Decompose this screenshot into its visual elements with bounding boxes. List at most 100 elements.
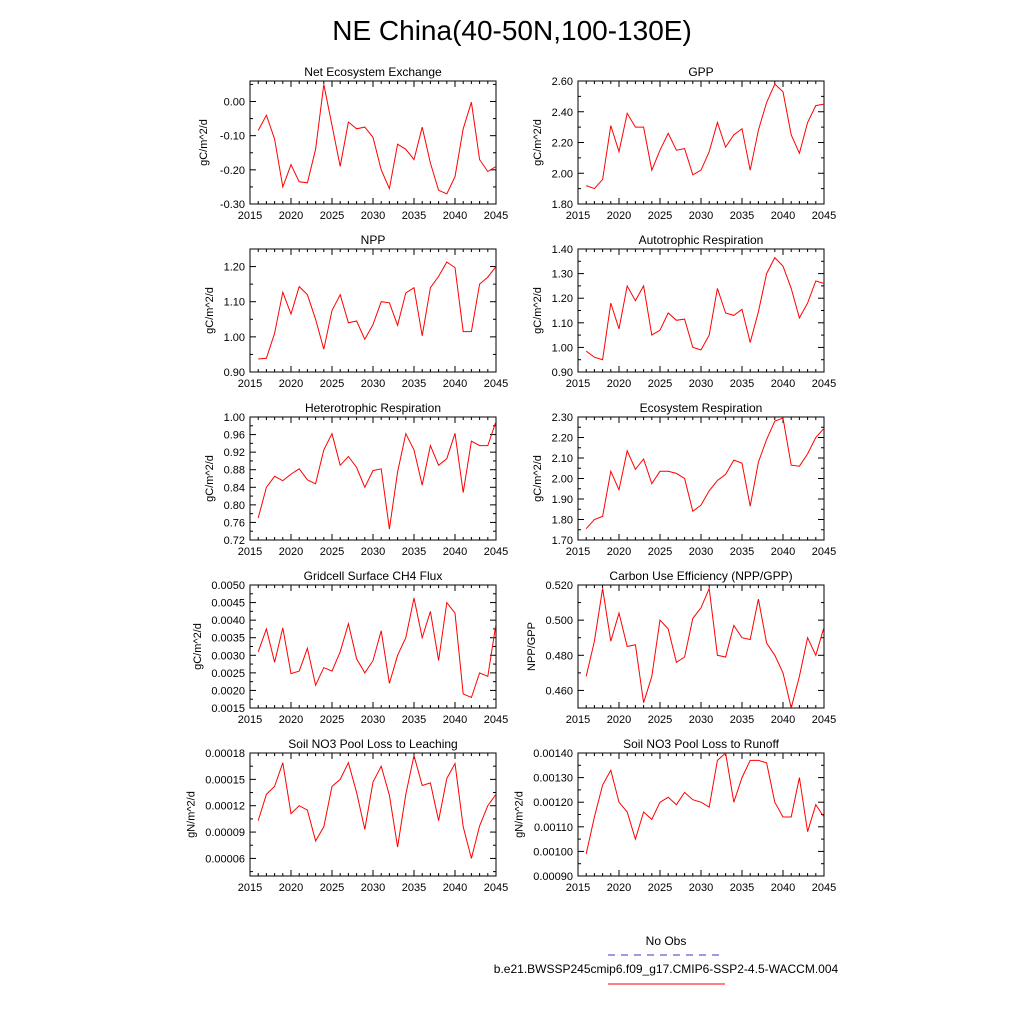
x-tick-label: 2025 bbox=[648, 714, 672, 726]
x-tick-label: 2020 bbox=[607, 546, 631, 558]
y-tick-label: 0.00120 bbox=[533, 797, 573, 809]
x-tick-label: 2030 bbox=[689, 714, 713, 726]
x-tick-label: 2020 bbox=[279, 546, 303, 558]
series-line-autotrophic-respiration bbox=[585, 256, 824, 361]
x-tick-label: 2015 bbox=[238, 714, 262, 726]
y-tick-label: 0.80 bbox=[224, 500, 245, 512]
plot-frame bbox=[249, 584, 497, 709]
plot-frame bbox=[577, 752, 825, 877]
x-tick-label: 2045 bbox=[484, 546, 508, 558]
panel-npp: NPP 2015 2020 2025 2030 2035 2040 2045 0.90 1.00 1… bbox=[204, 233, 508, 390]
x-tick-label: 2015 bbox=[238, 210, 262, 222]
y-tick-label: 0.96 bbox=[224, 430, 245, 442]
y-tick-label: 0.0035 bbox=[211, 633, 245, 645]
y-tick-label: 1.10 bbox=[224, 297, 245, 309]
y-axis-label: gC/m^2/d bbox=[204, 287, 216, 334]
x-tick-label: 2040 bbox=[443, 210, 467, 222]
panel-title: Ecosystem Respiration bbox=[640, 401, 763, 415]
x-tick-label: 2035 bbox=[402, 210, 426, 222]
panel-grid: Net Ecosystem Exchange 2015 2020 2025 2030 20… bbox=[186, 65, 837, 894]
y-tick-label: 2.40 bbox=[552, 107, 573, 119]
x-tick-label: 2015 bbox=[566, 714, 590, 726]
y-tick-label: 1.00 bbox=[552, 342, 573, 354]
x-tick-label: 2015 bbox=[566, 378, 590, 390]
x-tick-label: 2015 bbox=[238, 546, 262, 558]
y-tick-label: 0.90 bbox=[552, 367, 573, 379]
y-axis-label: gC/m^2/d bbox=[198, 119, 210, 166]
y-tick-label: 0.00009 bbox=[205, 827, 245, 839]
x-tick-label: 2035 bbox=[730, 210, 754, 222]
x-tick-label: 2020 bbox=[607, 378, 631, 390]
y-tick-label: 1.30 bbox=[552, 269, 573, 281]
y-tick-label: 1.00 bbox=[224, 412, 245, 424]
x-tick-label: 2025 bbox=[320, 378, 344, 390]
x-tick-label: 2020 bbox=[607, 210, 631, 222]
y-axis-label: gC/m^2/d bbox=[192, 623, 204, 670]
x-tick-label: 2045 bbox=[812, 714, 836, 726]
x-tick-label: 2030 bbox=[361, 882, 385, 894]
x-tick-label: 2040 bbox=[443, 546, 467, 558]
y-tick-label: 0.00090 bbox=[533, 871, 573, 883]
x-tick-label: 2030 bbox=[689, 546, 713, 558]
y-tick-label: 1.10 bbox=[552, 318, 573, 330]
legend-obs-label: No Obs bbox=[646, 934, 687, 948]
y-tick-label: 0.00018 bbox=[205, 748, 245, 760]
panel-title: Autotrophic Respiration bbox=[639, 233, 764, 247]
y-tick-label: 0.500 bbox=[545, 615, 573, 627]
panel-heterotrophic-respiration: Heterotrophic Respiration 2015 2020 2025 203… bbox=[204, 401, 508, 558]
y-tick-label: 0.520 bbox=[545, 580, 573, 592]
x-tick-label: 2030 bbox=[361, 378, 385, 390]
y-tick-label: 0.00006 bbox=[205, 853, 245, 865]
y-tick-label: 2.20 bbox=[552, 138, 573, 150]
x-tick-label: 2020 bbox=[607, 882, 631, 894]
x-tick-label: 2045 bbox=[812, 882, 836, 894]
series-line-gridcell-surface-ch4-flux bbox=[257, 597, 496, 699]
y-tick-label: 0.00100 bbox=[533, 846, 573, 858]
panel-title: Carbon Use Efficiency (NPP/GPP) bbox=[609, 569, 792, 583]
x-tick-label: 2035 bbox=[730, 378, 754, 390]
y-tick-label: 1.20 bbox=[552, 293, 573, 305]
y-tick-label: 1.40 bbox=[552, 244, 573, 256]
x-tick-label: 2030 bbox=[361, 546, 385, 558]
x-tick-label: 2035 bbox=[402, 546, 426, 558]
x-tick-label: 2015 bbox=[566, 210, 590, 222]
x-tick-label: 2045 bbox=[812, 546, 836, 558]
x-tick-label: 2040 bbox=[443, 378, 467, 390]
y-tick-label: 0.0040 bbox=[211, 615, 245, 627]
x-tick-label: 2025 bbox=[320, 210, 344, 222]
y-tick-label: 0.0020 bbox=[211, 685, 245, 697]
x-tick-label: 2035 bbox=[730, 714, 754, 726]
y-tick-label: -0.30 bbox=[220, 199, 245, 211]
series-line-gpp bbox=[586, 83, 824, 190]
panel-gpp: GPP 2015 2020 2025 2030 2035 2040 2045 1.80 2.00 2… bbox=[532, 65, 836, 222]
x-tick-label: 2015 bbox=[238, 378, 262, 390]
y-tick-label: -0.10 bbox=[220, 131, 245, 143]
y-tick-label: 0.72 bbox=[224, 535, 245, 547]
y-tick-label: 1.80 bbox=[552, 199, 573, 211]
y-tick-label: 1.90 bbox=[552, 494, 573, 506]
x-tick-label: 2045 bbox=[484, 210, 508, 222]
x-tick-label: 2030 bbox=[689, 882, 713, 894]
x-tick-label: 2020 bbox=[279, 210, 303, 222]
panel-title: GPP bbox=[688, 65, 713, 79]
y-tick-label: 0.00140 bbox=[533, 748, 573, 760]
y-axis-label: gN/m^2/d bbox=[514, 791, 526, 838]
y-tick-label: 1.20 bbox=[224, 262, 245, 274]
plot-frame bbox=[249, 80, 497, 205]
x-tick-label: 2025 bbox=[648, 378, 672, 390]
x-tick-label: 2025 bbox=[648, 210, 672, 222]
plot-frame bbox=[249, 752, 497, 877]
series-line-carbon-use-efficiency-npp-gpp bbox=[585, 586, 824, 708]
x-tick-label: 2040 bbox=[771, 714, 795, 726]
x-tick-label: 2045 bbox=[484, 882, 508, 894]
x-tick-label: 2015 bbox=[566, 546, 590, 558]
y-tick-label: 0.0050 bbox=[211, 580, 245, 592]
panel-net-ecosystem-exchange: Net Ecosystem Exchange 2015 2020 2025 2030 20… bbox=[198, 65, 508, 222]
panel-title: Heterotrophic Respiration bbox=[305, 401, 441, 415]
x-tick-label: 2020 bbox=[607, 714, 631, 726]
y-tick-label: 0.76 bbox=[224, 517, 245, 529]
x-tick-label: 2040 bbox=[771, 378, 795, 390]
x-tick-label: 2025 bbox=[320, 546, 344, 558]
y-tick-label: 0.480 bbox=[545, 650, 573, 662]
y-tick-label: 1.00 bbox=[224, 332, 245, 344]
